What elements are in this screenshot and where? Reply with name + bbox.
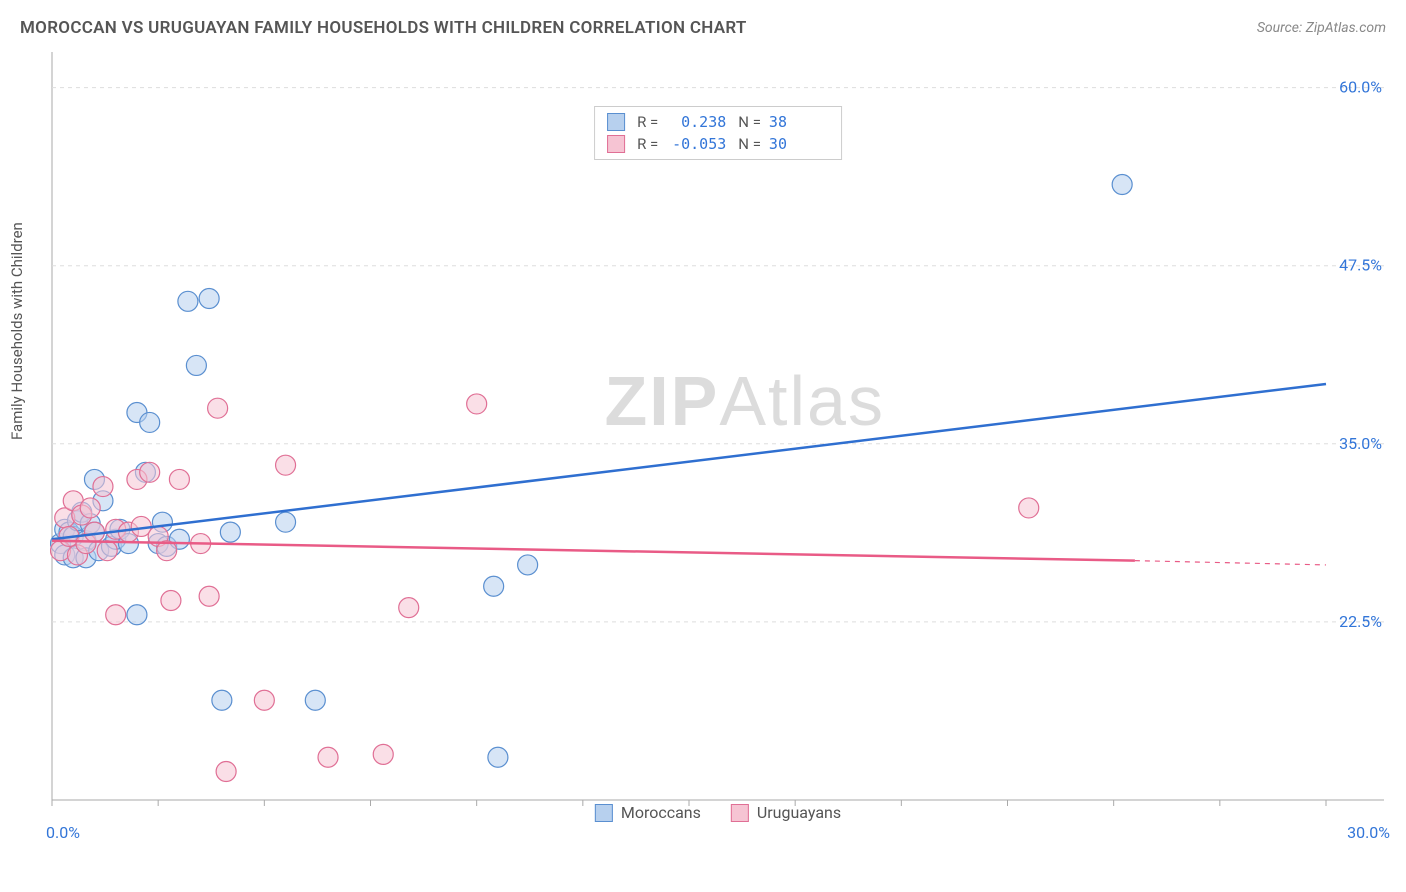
y-axis-label: Family Households with Children: [8, 222, 26, 440]
stats-box: R = 0.238 N = 38 R = -0.053 N = 30: [594, 106, 842, 160]
stats-swatch: [607, 113, 625, 131]
stats-swatch: [607, 135, 625, 153]
legend-swatch: [731, 804, 749, 822]
n-label: N =: [738, 135, 761, 153]
legend-item: Moroccans: [595, 803, 701, 822]
svg-text:35.0%: 35.0%: [1339, 434, 1382, 453]
x-axis-start: 0.0%: [46, 823, 80, 842]
stats-row: R = 0.238 N = 38: [607, 111, 829, 133]
svg-text:60.0%: 60.0%: [1339, 78, 1382, 97]
svg-text:22.5%: 22.5%: [1339, 612, 1382, 631]
legend-swatch: [595, 804, 613, 822]
legend-label: Moroccans: [621, 803, 701, 822]
stats-row: R = -0.053 N = 30: [607, 133, 829, 155]
r-label: R =: [637, 135, 658, 153]
legend-label: Uruguayans: [757, 803, 841, 822]
n-value: 38: [769, 113, 829, 131]
legend-item: Uruguayans: [731, 803, 841, 822]
source-label: Source: ZipAtlas.com: [1257, 20, 1386, 36]
r-value: -0.053: [666, 135, 726, 153]
n-label: N =: [738, 113, 761, 131]
r-label: R =: [637, 113, 658, 131]
scatter-plot: 22.5% 35.0% 47.5% 60.0%: [50, 50, 1386, 830]
x-axis-end: 30.0%: [1347, 823, 1390, 842]
n-value: 30: [769, 135, 829, 153]
legend: Moroccans Uruguayans: [595, 803, 841, 822]
svg-text:47.5%: 47.5%: [1339, 256, 1382, 275]
chart-area: ZIPAtlas 22.5%35.0%47.5%60.0% R =0.238N …: [50, 50, 1386, 830]
chart-header: MOROCCAN VS URUGUAYAN FAMILY HOUSEHOLDS …: [20, 18, 1386, 38]
r-value: 0.238: [666, 113, 726, 131]
chart-title: MOROCCAN VS URUGUAYAN FAMILY HOUSEHOLDS …: [20, 18, 747, 38]
